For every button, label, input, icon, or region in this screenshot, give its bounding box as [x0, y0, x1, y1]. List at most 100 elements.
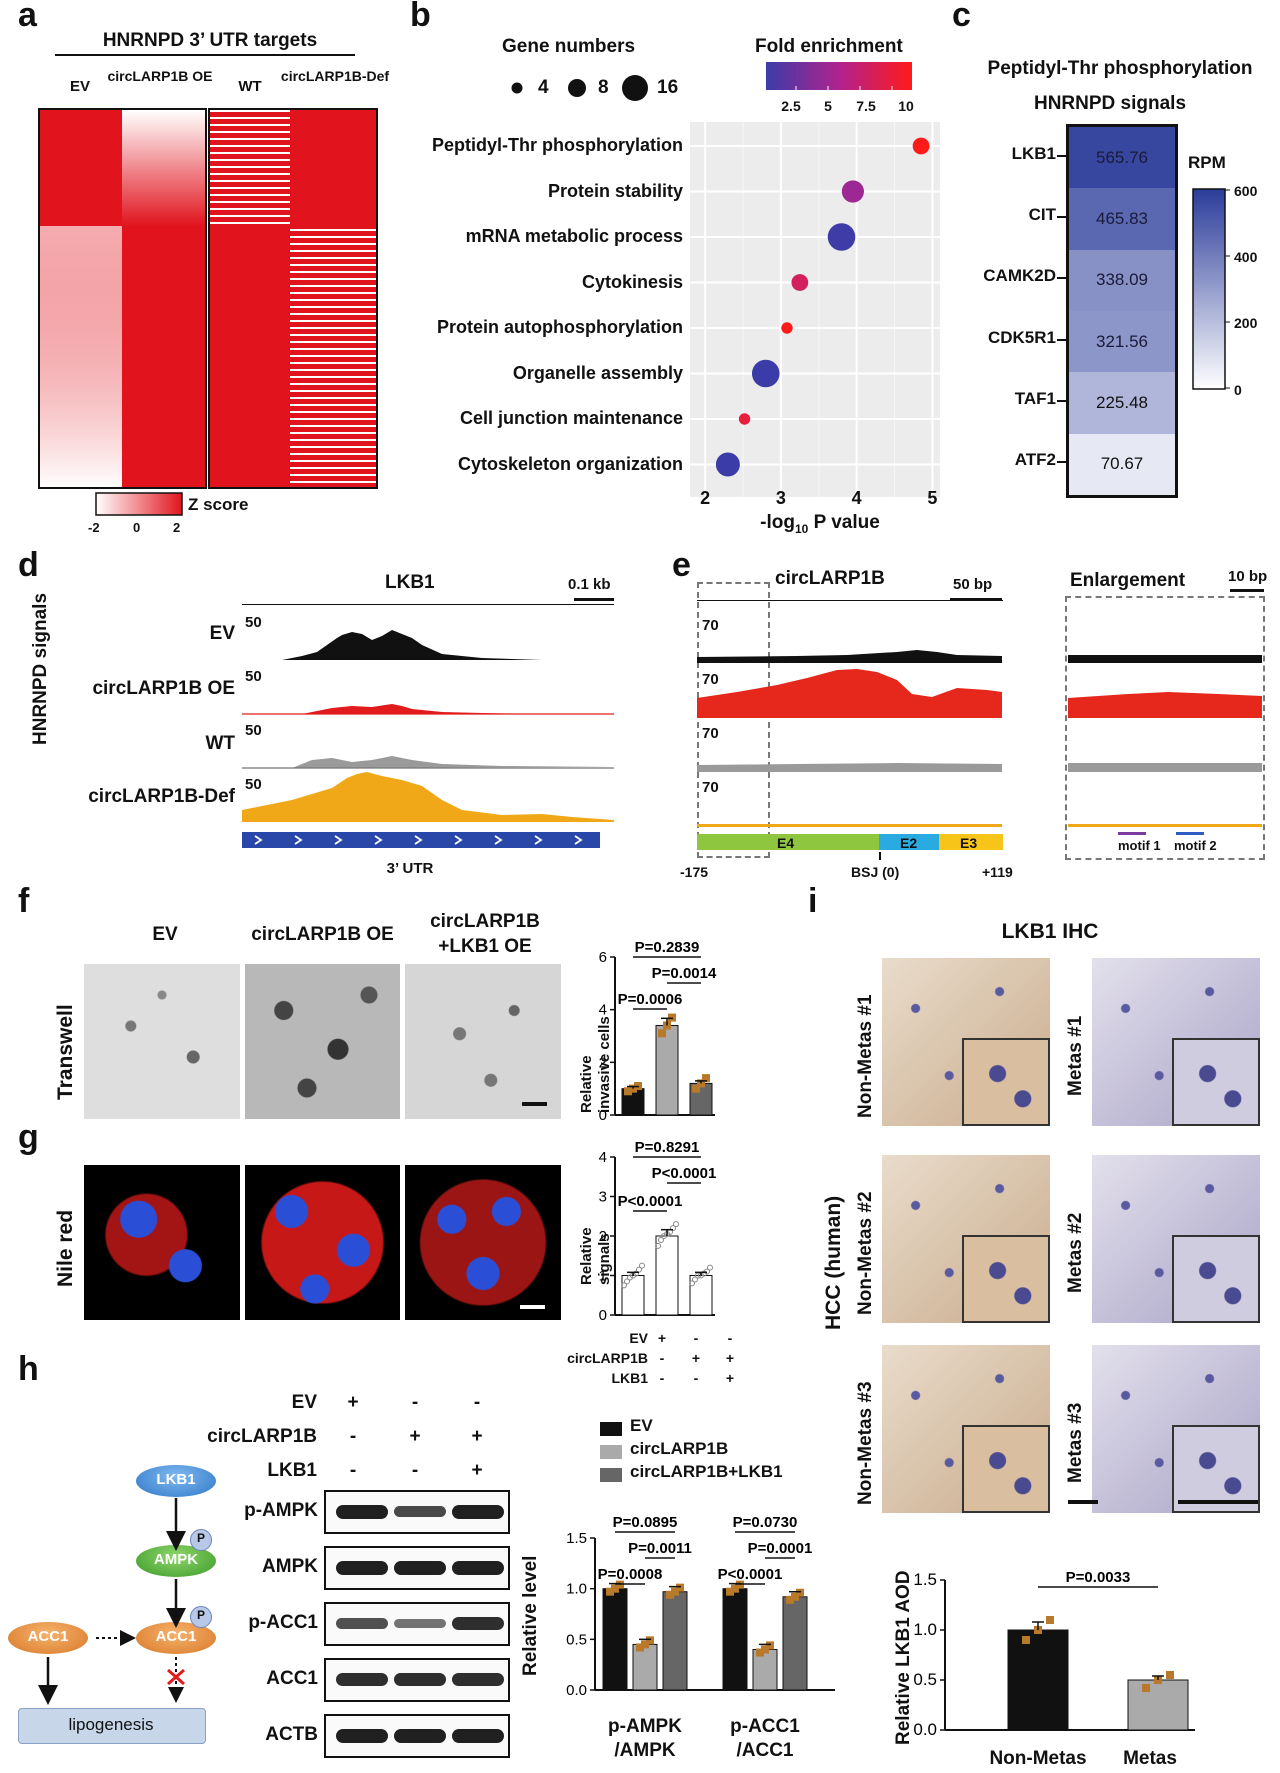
p-value-label: P=0.2839 [635, 939, 700, 956]
data-point [658, 1029, 666, 1038]
data-point [796, 1588, 804, 1597]
hm-def-bottom [290, 226, 376, 488]
panel-label-a: a [18, 0, 37, 34]
e-bsj-tick [879, 852, 881, 860]
y-tick-label: 2 [599, 1228, 607, 1245]
legend-label: EV [630, 1416, 653, 1435]
y-tick-label: 1 [599, 1268, 607, 1285]
rpm-cell: 321.56 [1069, 311, 1175, 373]
data-point [641, 1640, 649, 1649]
d-track-oe: circLARP1B OE [92, 678, 235, 699]
g-cond-sign: + [691, 1350, 701, 1366]
data-point [646, 1636, 654, 1645]
exon-e4-label: E4 [777, 835, 795, 851]
rpm-gene-tick [1057, 338, 1066, 341]
ihc-inset [962, 1425, 1050, 1513]
go-dotplot [690, 122, 940, 497]
y-tick-label: 2 [599, 1054, 607, 1071]
data-point [786, 1595, 794, 1604]
g-cond-sign: + [725, 1350, 735, 1366]
fold-legend-title: Fold enrichment [755, 36, 903, 57]
western-blot-p-ampk [324, 1490, 510, 1534]
p-value-label: P<0.0001 [652, 1165, 717, 1182]
data-point [636, 1643, 644, 1652]
blot-band [394, 1505, 446, 1518]
d-top-rule [242, 604, 614, 605]
lkb1-aod-bar-chart: 0.0 0.5 1.0 1.5 P=0.0033 [913, 1569, 1195, 1739]
lipid-signal-chart: 0 1 2 3 4 P=0.8291 P<0.0001 P<0.0001 [599, 1139, 717, 1324]
motif-2-mark [1176, 832, 1204, 835]
data-point [655, 1242, 661, 1249]
hm-ev-bottom [40, 226, 122, 488]
e-zoom-box [697, 582, 770, 858]
nile-red-image-lkb1 [405, 1165, 561, 1320]
g-cond-sign: - [693, 1330, 699, 1346]
enlargement-scale-bar [1230, 589, 1264, 592]
relative-level-bar-chart: 0.0 0.5 1.0 1.5 P=0.0895 P=0.0011 P=0.0008 P=0.… [566, 1514, 835, 1699]
d-max-2: 50 [245, 668, 262, 685]
d-track-ev: EV [209, 623, 235, 644]
exon-e2-label: E2 [900, 835, 918, 851]
nile-red-scale-bar [520, 1305, 545, 1309]
rpm-gene-label: LKB1 [1011, 143, 1056, 163]
col-label-circ-oe: circLARP1B OE [107, 68, 213, 84]
go-dot [715, 452, 740, 477]
go-dot [841, 180, 864, 203]
lkb1-node-label: LKB1 [156, 1471, 196, 1488]
i-y-label: Relative LKB1 AOD [893, 1570, 914, 1745]
h-x-label-ampk-a: p-AMPK [608, 1716, 682, 1737]
zscore-tick-2: 2 [173, 520, 181, 535]
f-col-lkb1-b: +LKB1 OE [438, 936, 532, 957]
size-label-8: 8 [598, 77, 609, 98]
g-cond-sign: - [659, 1370, 665, 1386]
phospho-badge-ampk [190, 1529, 212, 1551]
g-y-label: Relative signals [578, 1227, 613, 1285]
western-blot-p-acc1 [324, 1602, 510, 1646]
h-cond-label: circLARP1B [207, 1426, 317, 1447]
western-blot-acc1 [324, 1658, 510, 1702]
panel-label-i: i [808, 882, 818, 920]
exon-e2 [879, 834, 939, 850]
data-point [663, 1021, 671, 1030]
transwell-image-ev [84, 964, 240, 1119]
size-label-4: 4 [538, 77, 549, 98]
ihc-row-label-right: Metas #1 [1065, 1015, 1086, 1096]
data-point [1166, 1671, 1174, 1679]
rpm-cell: 225.48 [1069, 372, 1175, 434]
p-value-label: P=0.0730 [733, 1514, 798, 1531]
lipogenesis-box [18, 1708, 206, 1744]
size-dot-16 [622, 75, 648, 101]
data-point [692, 1276, 698, 1283]
e-track-def [697, 824, 1002, 827]
legend-swatch [600, 1445, 622, 1459]
go-dot [751, 359, 780, 388]
rpm-cell: 565.76 [1069, 127, 1175, 189]
go-x-tick: 2 [700, 488, 711, 508]
size-legend-title: Gene numbers [502, 36, 636, 57]
legend-label: circLARP1B+LKB1 [630, 1462, 783, 1481]
y-tick-label: 0.5 [566, 1631, 587, 1648]
data-point [791, 1592, 799, 1601]
rpm-gene-label: CAMK2D [983, 266, 1056, 286]
data-point [671, 1587, 679, 1596]
data-point [726, 1587, 734, 1596]
data-point [756, 1648, 764, 1657]
blot-band [452, 1505, 504, 1519]
western-blot-ampk [324, 1546, 510, 1590]
c-title-2: HNRNPD signals [1033, 93, 1187, 114]
bar [632, 1643, 658, 1691]
track-ev [242, 630, 614, 660]
hm-ev-top [40, 110, 122, 226]
e-max-1: 70 [702, 617, 719, 634]
g-cond-label: EV [629, 1330, 648, 1346]
exon-e3 [939, 834, 1003, 850]
rpm-gene-label: CDK5R1 [987, 327, 1056, 347]
data-point [606, 1587, 614, 1596]
go-dot [791, 274, 809, 291]
data-point [731, 1584, 739, 1593]
rpm-gene-label: ATF2 [1014, 450, 1056, 470]
d-y-label: HNRNPD signals [30, 592, 51, 745]
ihc-inset [962, 1235, 1050, 1323]
d-max-1: 50 [245, 614, 262, 631]
go-term-label: Protein stability [547, 180, 683, 201]
